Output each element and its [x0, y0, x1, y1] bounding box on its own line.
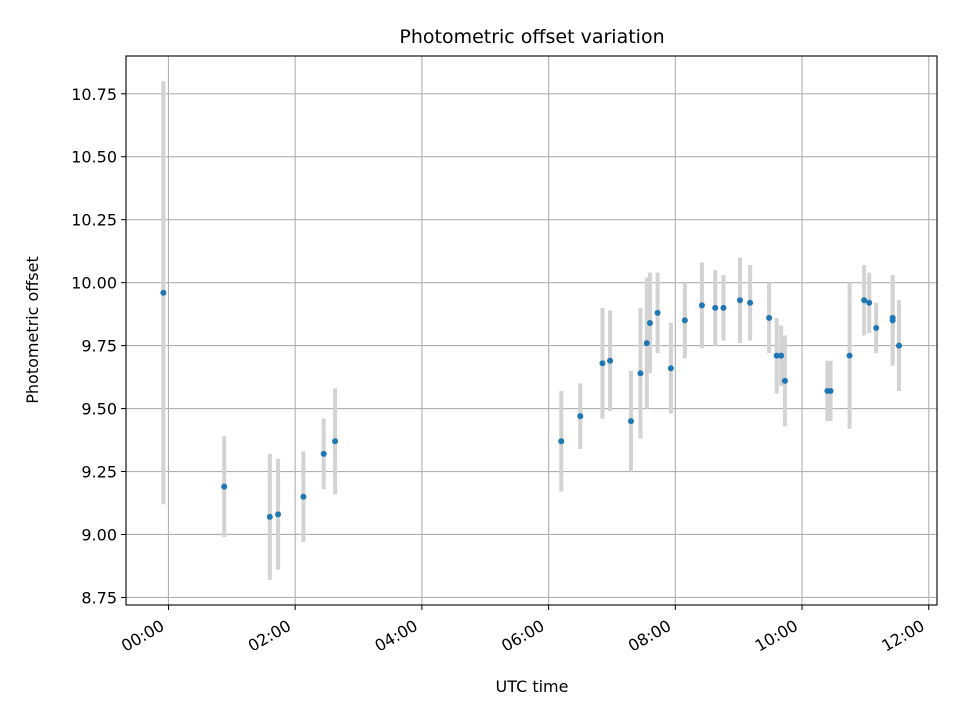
data-point: [747, 299, 754, 306]
data-point: [846, 352, 853, 359]
data-point: [637, 370, 644, 377]
data-point: [866, 299, 873, 306]
data-point: [646, 319, 653, 326]
chart-title: Photometric offset variation: [399, 26, 664, 48]
y-tick-label: 10.75: [71, 85, 117, 104]
data-point: [861, 297, 868, 304]
plot-frame: [125, 55, 938, 606]
y-tick-label: 9.00: [81, 525, 117, 544]
data-point: [221, 483, 228, 490]
data-point: [698, 302, 705, 309]
y-tick-label: 9.50: [81, 400, 117, 419]
y-tick-label: 9.75: [81, 337, 117, 356]
data-point: [599, 360, 606, 367]
data-point: [627, 418, 634, 425]
data-point: [320, 450, 327, 457]
data-point: [332, 438, 339, 445]
data-point: [827, 387, 834, 394]
data-point: [607, 357, 614, 364]
x-axis-title: UTC time: [496, 677, 569, 696]
data-point: [266, 513, 273, 520]
data-point: [712, 304, 719, 311]
data-point: [873, 324, 880, 331]
data-point: [275, 511, 282, 518]
grid-lines: [126, 56, 937, 605]
data-point: [558, 438, 565, 445]
data-point: [667, 365, 674, 372]
data-point: [577, 413, 584, 420]
data-point: [300, 493, 307, 500]
y-axis-title: Photometric offset: [23, 256, 42, 404]
y-tick-label: 10.50: [71, 148, 117, 167]
data-point: [778, 352, 785, 359]
data-point: [895, 342, 902, 349]
data-point: [736, 297, 743, 304]
data-point: [681, 317, 688, 324]
data-point: [766, 314, 773, 321]
y-tick-label: 9.25: [81, 463, 117, 482]
data-point: [160, 289, 167, 296]
data-point: [720, 304, 727, 311]
data-point: [773, 352, 780, 359]
data-point: [643, 340, 650, 347]
y-tick-label: 10.25: [71, 211, 117, 230]
y-axis-ticks: 8.75 9.00 9.25 9.50 9.75 10.00 10.25 10.50 10.75: [71, 85, 126, 607]
data-point: [781, 377, 788, 384]
data-point: [654, 309, 661, 316]
y-tick-label: 10.00: [71, 274, 117, 293]
data-points: [160, 289, 902, 520]
data-point: [889, 314, 896, 321]
y-tick-label: 8.75: [81, 588, 117, 607]
